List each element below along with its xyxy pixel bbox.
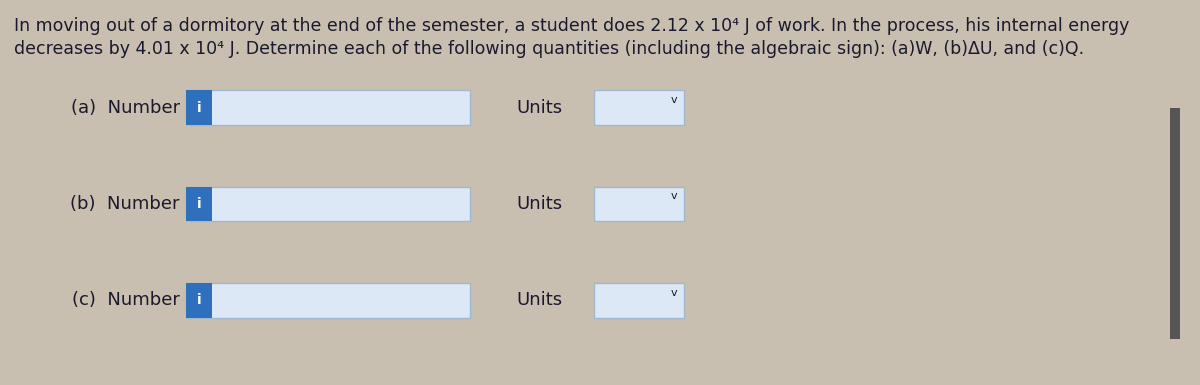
Text: v: v [670, 95, 677, 105]
Text: i: i [197, 101, 202, 115]
Text: (c)  Number: (c) Number [72, 291, 180, 309]
Text: In moving out of a dormitory at the end of the semester, a student does 2.12 x 1: In moving out of a dormitory at the end … [14, 17, 1129, 35]
Text: decreases by 4.01 x 10⁴ J. Determine each of the following quantities (including: decreases by 4.01 x 10⁴ J. Determine eac… [14, 40, 1085, 59]
Text: v: v [670, 288, 677, 298]
Text: i: i [197, 197, 202, 211]
Text: Units: Units [516, 291, 562, 309]
Text: Units: Units [516, 99, 562, 117]
Text: Units: Units [516, 195, 562, 213]
Text: (b)  Number: (b) Number [71, 195, 180, 213]
Text: v: v [670, 191, 677, 201]
Text: (a)  Number: (a) Number [71, 99, 180, 117]
Text: i: i [197, 293, 202, 307]
